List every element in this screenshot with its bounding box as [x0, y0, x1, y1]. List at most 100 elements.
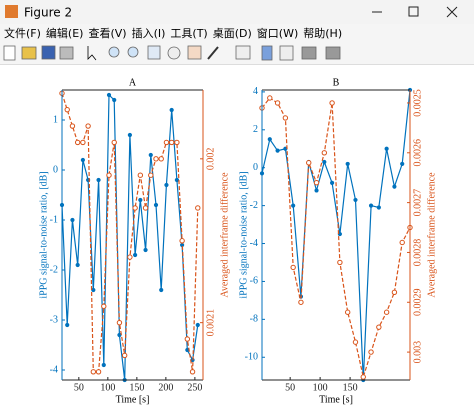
- data-point: [352, 339, 359, 345]
- data-point: [384, 146, 389, 151]
- plot-area: [262, 90, 410, 380]
- y-axis-label: iPPG signal-to-noise ratio, [dB]: [38, 171, 49, 298]
- y-tick-label: -4: [250, 238, 258, 249]
- y-tick-label: -6: [250, 276, 258, 287]
- data-point: [96, 177, 101, 183]
- data-point: [282, 115, 289, 121]
- x-tick-label: 50: [74, 382, 84, 393]
- y-tick-label: -8: [250, 314, 258, 325]
- data-point: [314, 188, 319, 193]
- maximize-button[interactable]: [408, 6, 419, 17]
- data-point: [195, 205, 201, 211]
- data-point: [345, 161, 350, 167]
- x-axis-label: Time [s]: [319, 394, 353, 405]
- y2-tick-label: 0.003: [412, 341, 423, 364]
- data-point: [313, 179, 320, 186]
- series-line: [261, 89, 411, 381]
- data-point: [164, 182, 169, 188]
- window-title: Figure 2: [24, 6, 72, 20]
- data-point: [159, 287, 164, 293]
- data-point: [85, 123, 91, 129]
- data-point: [360, 374, 366, 380]
- data-point: [291, 203, 296, 208]
- data-point: [189, 369, 196, 375]
- data-point: [399, 239, 405, 246]
- data-point: [112, 97, 117, 103]
- data-point: [275, 148, 280, 153]
- y2-tick-label: 0.0021: [205, 309, 216, 337]
- close-button[interactable]: [446, 6, 458, 18]
- data-point: [111, 139, 117, 146]
- y-tick-label: -2: [250, 200, 258, 211]
- menu-item[interactable]: 插入(I): [131, 27, 166, 40]
- x-tick-label: 150: [129, 382, 144, 393]
- data-point: [138, 197, 143, 203]
- data-point: [90, 369, 97, 375]
- x-tick-label: 50: [285, 382, 295, 393]
- app-icon: [5, 5, 18, 18]
- data-point: [153, 156, 159, 162]
- title-bar-graphics: Figure 2: [5, 5, 458, 20]
- data-point: [274, 100, 281, 106]
- data-point: [322, 159, 327, 165]
- data-point: [290, 264, 296, 271]
- chart-title: B: [333, 77, 340, 88]
- chart-title: A: [129, 77, 137, 88]
- data-point: [69, 123, 76, 129]
- y2-tick-label: 0.0027: [412, 189, 423, 217]
- y2-tick-label: 0.0028: [412, 239, 423, 267]
- data-point: [392, 184, 397, 189]
- data-point: [329, 100, 335, 106]
- menu-bar: 文件(F) 编辑(E) 查看(V) 插入(I) 工具(T) 桌面(D) 窗口(W) 帮助(H): [0, 24, 474, 42]
- y-tick-label: -2: [50, 264, 58, 275]
- data-point: [80, 157, 85, 163]
- menu-item[interactable]: 编辑(E): [45, 27, 84, 40]
- tool-icons[interactable]: [3, 45, 341, 61]
- x-tick-label: 250: [187, 382, 202, 393]
- data-point: [337, 259, 343, 266]
- y2-tick-label: 0.0026: [412, 139, 423, 167]
- data-point: [80, 139, 86, 146]
- data-point: [127, 132, 132, 138]
- menu-item[interactable]: 工具(T): [170, 27, 208, 40]
- data-point: [169, 107, 174, 113]
- data-point: [148, 172, 154, 178]
- y-tick-label: 0: [253, 162, 258, 173]
- y2-axis-label: Averaged interframe difference: [426, 172, 437, 298]
- x-tick-label: 150: [343, 382, 358, 393]
- data-point: [127, 254, 133, 260]
- menu-item[interactable]: 帮助(H): [303, 27, 343, 40]
- data-point: [306, 160, 312, 166]
- y-tick-label: -10: [245, 352, 258, 363]
- data-point: [376, 205, 381, 210]
- series-line: [261, 97, 411, 380]
- data-point: [101, 303, 107, 309]
- data-point: [121, 352, 128, 359]
- data-point: [168, 139, 175, 146]
- menu-item[interactable]: 查看(V): [88, 27, 127, 40]
- data-point: [153, 202, 159, 208]
- menu-item[interactable]: 文件(F): [4, 27, 41, 40]
- menu-item[interactable]: 桌面(D): [212, 27, 252, 40]
- x-tick-label: 100: [100, 382, 115, 393]
- data-point: [400, 161, 405, 167]
- data-point: [330, 180, 335, 185]
- data-point: [195, 322, 200, 328]
- data-point: [101, 362, 106, 368]
- data-point: [74, 139, 81, 146]
- data-point: [174, 139, 180, 146]
- y-tick-label: -4: [50, 364, 58, 375]
- figure-canvas: 50 100 150 200 250-4-3-2-1010.0020.0021ATime…: [38, 77, 437, 405]
- y-tick-label: 0: [53, 164, 58, 175]
- y2-tick-label: 0.0025: [412, 89, 423, 117]
- x-tick-label: 200: [158, 382, 173, 393]
- toolbar-icons: [3, 45, 341, 61]
- data-point: [368, 203, 374, 208]
- y-axis-label: iPPG signal-to-noise ratio, [dB]: [238, 171, 249, 298]
- menu-item[interactable]: 窗口(W): [256, 27, 299, 40]
- data-point: [391, 289, 398, 296]
- data-point: [267, 137, 272, 142]
- data-point: [267, 95, 273, 101]
- data-point: [383, 309, 390, 315]
